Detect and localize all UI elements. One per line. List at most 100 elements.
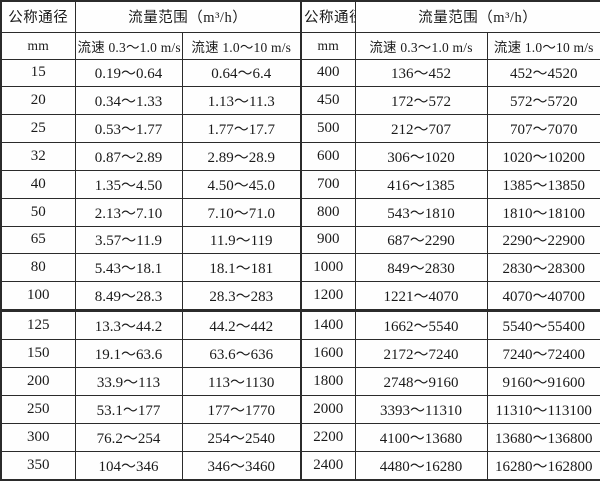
diameter-cell: 400: [300, 58, 356, 88]
table-row: 65 3.57～11.9 11.9～119 900 687～2290 2290～22900: [0, 225, 600, 255]
diameter-cell: 800: [300, 197, 356, 227]
diameter-cell: 150: [0, 339, 76, 369]
flow-range-cell: 19.1～63.6: [74, 339, 183, 369]
flow-range-cell: 4070～40700: [486, 281, 600, 312]
diameter-cell: 1200: [300, 281, 356, 312]
diameter-cell: 1000: [300, 253, 356, 283]
flow-range-cell: 3393～11310: [354, 395, 488, 424]
table-row: 250 53.1～177 177～1770 2000 3393～11310 11310～1…: [0, 395, 600, 424]
table-row: 125 13.3～44.2 44.2～442 1400 1662～5540 5540～55…: [0, 309, 600, 341]
diameter-cell: 600: [300, 142, 356, 171]
diameter-cell: 80: [0, 253, 76, 283]
diameter-cell: 1800: [300, 367, 356, 397]
table-row: 20 0.34～1.33 1.13～11.3 450 172～572 572～5720: [0, 86, 600, 116]
flow-range-cell: 0.64～6.4: [181, 58, 302, 88]
flow-range-cell: 13680～136800: [486, 423, 600, 452]
flow-range-cell: 136～452: [354, 58, 488, 88]
header-row-top: 公称通径 流量范围（m³/h） 公称通径 流量范围（m³/h）: [0, 0, 600, 33]
diameter-cell: 900: [300, 225, 356, 255]
flow-range-cell: 2.13～7.10: [74, 197, 183, 227]
flow-range-cell: 452～4520: [486, 58, 600, 88]
flow-range-cell: 2748～9160: [354, 367, 488, 397]
flow-range-cell: 104～346: [74, 450, 183, 481]
diameter-cell: 250: [0, 395, 76, 424]
table-row: 32 0.87～2.89 2.89～28.9 600 306～1020 1020～1020…: [0, 142, 600, 171]
flow-range-cell: 346～3460: [181, 450, 302, 481]
flow-range-cell: 2830～28300: [486, 253, 600, 283]
diameter-cell: 125: [0, 309, 76, 341]
flow-range-cell: 254～2540: [181, 423, 302, 452]
diameter-cell: 300: [0, 423, 76, 452]
diameter-cell: 350: [0, 450, 76, 481]
flow-range-cell: 5540～55400: [486, 309, 600, 341]
flow-range-cell: 543～1810: [354, 197, 488, 227]
flow-range-cell: 1020～10200: [486, 142, 600, 171]
header-unit-left: mm: [0, 31, 76, 60]
table-row: 350 104～346 346～3460 2400 4480～16280 16280～16…: [0, 450, 600, 481]
diameter-cell: 1400: [300, 309, 356, 341]
diameter-cell: 32: [0, 142, 76, 171]
flow-range-cell: 416～1385: [354, 169, 488, 199]
header-diameter-right: 公称通径: [300, 0, 356, 33]
table-row: 150 19.1～63.6 63.6～636 1600 2172～7240 7240～72…: [0, 339, 600, 369]
flow-range-cell: 1.13～11.3: [181, 86, 302, 116]
header-flow-range-left: 流量范围（m³/h）: [74, 0, 302, 33]
header-speed-low-right: 流速 0.3～1.0 m/s: [354, 31, 488, 60]
header-speed-low-left: 流速 0.3～1.0 m/s: [74, 31, 183, 60]
flow-range-cell: 16280～162800: [486, 450, 600, 481]
flow-range-cell: 306～1020: [354, 142, 488, 171]
diameter-cell: 65: [0, 225, 76, 255]
flow-range-cell: 4480～16280: [354, 450, 488, 481]
flow-range-cell: 212～707: [354, 114, 488, 144]
flow-range-cell: 44.2～442: [181, 309, 302, 341]
table-row: 300 76.2～254 254～2540 2200 4100～13680 13680～1…: [0, 423, 600, 452]
flow-range-cell: 13.3～44.2: [74, 309, 183, 341]
flow-range-cell: 18.1～181: [181, 253, 302, 283]
flow-range-cell: 572～5720: [486, 86, 600, 116]
flow-range-cell: 4100～13680: [354, 423, 488, 452]
flow-range-cell: 8.49～28.3: [74, 281, 183, 312]
flow-range-cell: 177～1770: [181, 395, 302, 424]
flow-range-cell: 5.43～18.1: [74, 253, 183, 283]
header-unit-right: mm: [300, 31, 356, 60]
flow-range-cell: 9160～91600: [486, 367, 600, 397]
flow-range-cell: 1810～18100: [486, 197, 600, 227]
flow-range-cell: 11.9～119: [181, 225, 302, 255]
flow-range-cell: 53.1～177: [74, 395, 183, 424]
diameter-cell: 700: [300, 169, 356, 199]
table-row: 25 0.53～1.77 1.77～17.7 500 212～707 707～7070: [0, 114, 600, 144]
diameter-cell: 2400: [300, 450, 356, 481]
header-row-sub: mm 流速 0.3～1.0 m/s 流速 1.0～10 m/s mm 流速 0.…: [0, 31, 600, 60]
flow-range-cell: 113～1130: [181, 367, 302, 397]
table-row: 15 0.19～0.64 0.64～6.4 400 136～452 452～4520: [0, 58, 600, 88]
header-speed-high-left: 流速 1.0～10 m/s: [181, 31, 302, 60]
flow-range-cell: 0.34～1.33: [74, 86, 183, 116]
flow-range-cell: 849～2830: [354, 253, 488, 283]
flow-range-cell: 1662～5540: [354, 309, 488, 341]
flow-range-cell: 1221～4070: [354, 281, 488, 312]
table-row: 100 8.49～28.3 28.3～283 1200 1221～4070 4070～40…: [0, 281, 600, 312]
diameter-cell: 2200: [300, 423, 356, 452]
diameter-cell: 500: [300, 114, 356, 144]
header-speed-high-right: 流速 1.0～10 m/s: [486, 31, 600, 60]
flow-range-cell: 7240～72400: [486, 339, 600, 369]
flow-range-cell: 0.53～1.77: [74, 114, 183, 144]
flow-range-cell: 0.87～2.89: [74, 142, 183, 171]
diameter-cell: 450: [300, 86, 356, 116]
header-diameter-left: 公称通径: [0, 0, 76, 33]
flow-range-cell: 4.50～45.0: [181, 169, 302, 199]
flow-range-cell: 172～572: [354, 86, 488, 116]
table-row: 40 1.35～4.50 4.50～45.0 700 416～1385 1385～1385…: [0, 169, 600, 199]
flow-range-cell: 707～7070: [486, 114, 600, 144]
table-header: 公称通径 流量范围（m³/h） 公称通径 流量范围（m³/h） mm 流速 0.…: [0, 0, 600, 60]
flow-range-cell: 3.57～11.9: [74, 225, 183, 255]
flow-range-cell: 76.2～254: [74, 423, 183, 452]
table-row: 80 5.43～18.1 18.1～181 1000 849～2830 2830～2830…: [0, 253, 600, 283]
flow-range-cell: 11310～113100: [486, 395, 600, 424]
diameter-cell: 200: [0, 367, 76, 397]
flow-range-cell: 33.9～113: [74, 367, 183, 397]
flow-range-cell: 1385～13850: [486, 169, 600, 199]
diameter-cell: 100: [0, 281, 76, 312]
